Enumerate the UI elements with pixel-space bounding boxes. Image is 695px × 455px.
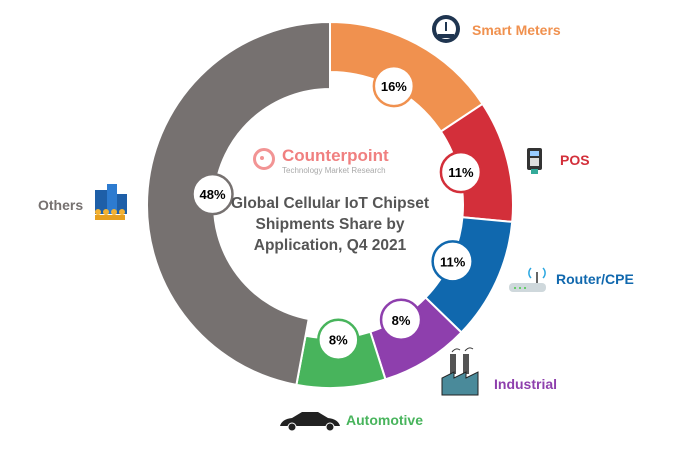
data-label: 11% [431,240,474,283]
chart-title: Global Cellular IoT Chipset Shipments Sh… [215,193,445,256]
legend-industrial: Industrial [494,376,558,392]
data-label: 8% [379,298,423,342]
data-label-text: 48% [199,187,225,202]
data-label: 48% [191,172,234,216]
data-label-text: 8% [392,313,411,328]
title-line: Global Cellular IoT Chipset [230,195,430,212]
legend-router: Router/CPE [556,271,634,287]
data-label-text: 16% [381,79,407,94]
factory-icon [441,347,479,396]
title-line: Application, Q4 2021 [253,237,407,254]
gauge-meter-icon [432,15,460,43]
counterpoint-logo-icon [253,148,275,170]
data-label-text: 8% [329,333,348,348]
data-label: 11% [439,150,483,194]
car-icon [280,412,340,432]
router-icon [509,267,546,292]
brand-name: Counterpoint [282,146,389,165]
brand-tagline: Technology Market Research [282,166,386,175]
data-label: 16% [372,64,416,108]
data-label: 8% [317,318,360,361]
title-line: Shipments Share by [255,216,405,233]
legend-automotive: Automotive [346,412,423,428]
legend-pos: POS [560,152,590,168]
buildings-people-icon [95,184,127,220]
legend-smart-meters: Smart Meters [472,22,561,38]
pos-terminal-icon [527,148,542,174]
legend-others: Others [38,197,84,213]
donut-slice-others [146,20,331,387]
data-label-text: 11% [448,165,474,180]
data-label-text: 11% [440,254,466,269]
